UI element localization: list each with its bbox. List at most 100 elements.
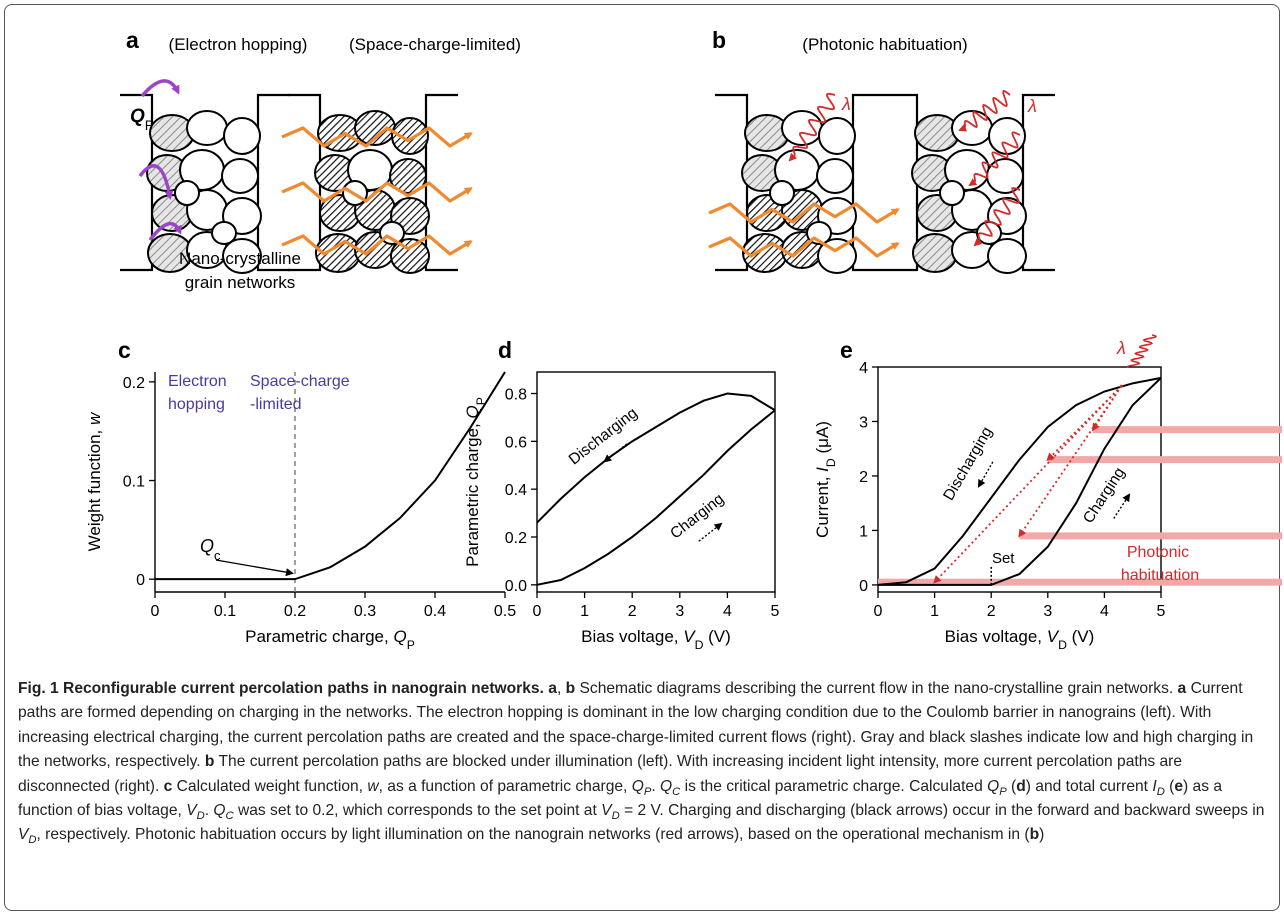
caption-run: D [611, 810, 620, 823]
y-axis-label: Current, ID (μA) [813, 421, 838, 538]
x-tick-label: 4 [1100, 603, 1109, 620]
caption-run: The current percolation paths are blocke… [18, 753, 1183, 795]
text-run: V [1047, 627, 1060, 646]
x-tick-label: 3 [1043, 603, 1052, 620]
panel-title: (Photonic habituation) [802, 35, 967, 54]
text-run: Q [463, 405, 482, 418]
series-label: Discharging [566, 405, 641, 469]
panel-label: b [712, 27, 726, 53]
text-run: Bias voltage, [945, 627, 1047, 646]
x-axis-label: Bias voltage, VD (V) [581, 627, 731, 652]
y-tick-label: 0 [136, 572, 145, 589]
text-run: Parametric charge, [245, 627, 393, 646]
region-label: habituation [1121, 567, 1199, 584]
grain [986, 158, 1024, 194]
x-tick-label: 0.2 [284, 603, 306, 620]
figure: a (Electron hopping) (Space-charge-limited… [85, 27, 1282, 652]
light-wave [1126, 334, 1157, 368]
caption-run: ( [1006, 777, 1017, 795]
grain [987, 238, 1027, 274]
caption-run: = 2 V. Charging and discharging (black a… [619, 802, 1265, 820]
caption-run: w [367, 777, 379, 795]
text-run: D [824, 458, 838, 467]
text-run: Parametric charge, [463, 419, 482, 567]
text-run: -limited [250, 396, 302, 413]
grain [174, 180, 200, 206]
x-axis-label: Bias voltage, VD (V) [945, 627, 1095, 652]
electrode [424, 93, 458, 272]
hop-arrow [138, 164, 174, 200]
text-run: Bias voltage, [581, 627, 683, 646]
habituation-band [878, 578, 1282, 586]
current-path [281, 181, 473, 203]
panel-label: a [126, 27, 139, 53]
text-run: Q [200, 536, 214, 556]
caption-run: ( [1164, 777, 1175, 795]
sweep-arrow [1113, 493, 1131, 519]
caption-run: I [1152, 777, 1157, 795]
caption-run: , as a function of parametric charge, [378, 777, 632, 795]
x-tick-label: 0 [151, 603, 160, 620]
panel-label: c [118, 337, 131, 363]
y-tick-label: 0.0 [505, 578, 527, 595]
sweep-arrow [603, 443, 628, 463]
x-tick-label: 0.3 [354, 603, 376, 620]
caption-run: Calculated weight function, [172, 777, 368, 795]
electrode [1021, 93, 1055, 272]
caption-run: . [651, 777, 661, 795]
habituation-arrow [933, 385, 1123, 584]
x-axis-label: Parametric charge, QP [245, 627, 415, 652]
x-tick-label: 0 [874, 603, 883, 620]
series-line [877, 376, 1162, 586]
grain [912, 233, 958, 273]
grain [939, 180, 965, 206]
caption-run: Q [213, 802, 226, 820]
y-tick-label: 0.8 [505, 387, 527, 404]
text-run: V [683, 627, 696, 646]
series-line [536, 409, 776, 586]
y-tick-label: 1 [859, 523, 868, 540]
x-tick-label: 0.5 [494, 603, 516, 620]
critical-label: Qc [200, 536, 221, 563]
panel-label: e [840, 337, 853, 363]
text-run: hopping [168, 396, 225, 413]
series-line [155, 371, 506, 581]
caption-run: ) as a function of bias voltage, [18, 777, 1223, 820]
text-run: w [85, 411, 104, 425]
caption-run: V [601, 802, 612, 820]
electrode [851, 93, 885, 272]
grain-label: Nano-crystalline [179, 249, 301, 268]
grain [769, 180, 795, 206]
caption-run: , [556, 680, 566, 697]
critical-arrow [215, 559, 294, 577]
habituation-band [1093, 426, 1282, 434]
text-run: D [695, 638, 704, 652]
grain [221, 158, 259, 194]
caption-run: ) and total current [1025, 777, 1153, 795]
text-run: (V) [1067, 627, 1094, 646]
grain [211, 221, 237, 245]
x-tick-label: 2 [628, 603, 637, 620]
caption-run: d [1016, 777, 1026, 795]
caption-run: Current paths are formed depending on ch… [18, 680, 1254, 771]
caption-run: P [999, 785, 1007, 798]
grain-label: grain networks [185, 273, 296, 292]
caption-run: C [225, 810, 234, 823]
series-line [536, 392, 776, 524]
caption-run: P [643, 785, 652, 798]
series-label: Discharging [940, 424, 996, 503]
y-axis-label: Parametric charge, QP [463, 397, 488, 567]
x-tick-label: 2 [987, 603, 996, 620]
region-label: hopping [168, 396, 225, 413]
grain [186, 110, 228, 146]
text-run: I [813, 467, 832, 472]
plot-frame [877, 366, 1162, 593]
light-source [1119, 384, 1123, 388]
x-tick-label: 5 [771, 603, 780, 620]
sweep-arrow [698, 522, 723, 542]
y-tick-label: 0.2 [123, 375, 145, 392]
y-tick-label: 0.1 [123, 474, 145, 491]
region-label: Photonic [1127, 544, 1189, 561]
series-label: Charging [1080, 465, 1129, 527]
y-tick-label: 0.2 [505, 530, 527, 547]
